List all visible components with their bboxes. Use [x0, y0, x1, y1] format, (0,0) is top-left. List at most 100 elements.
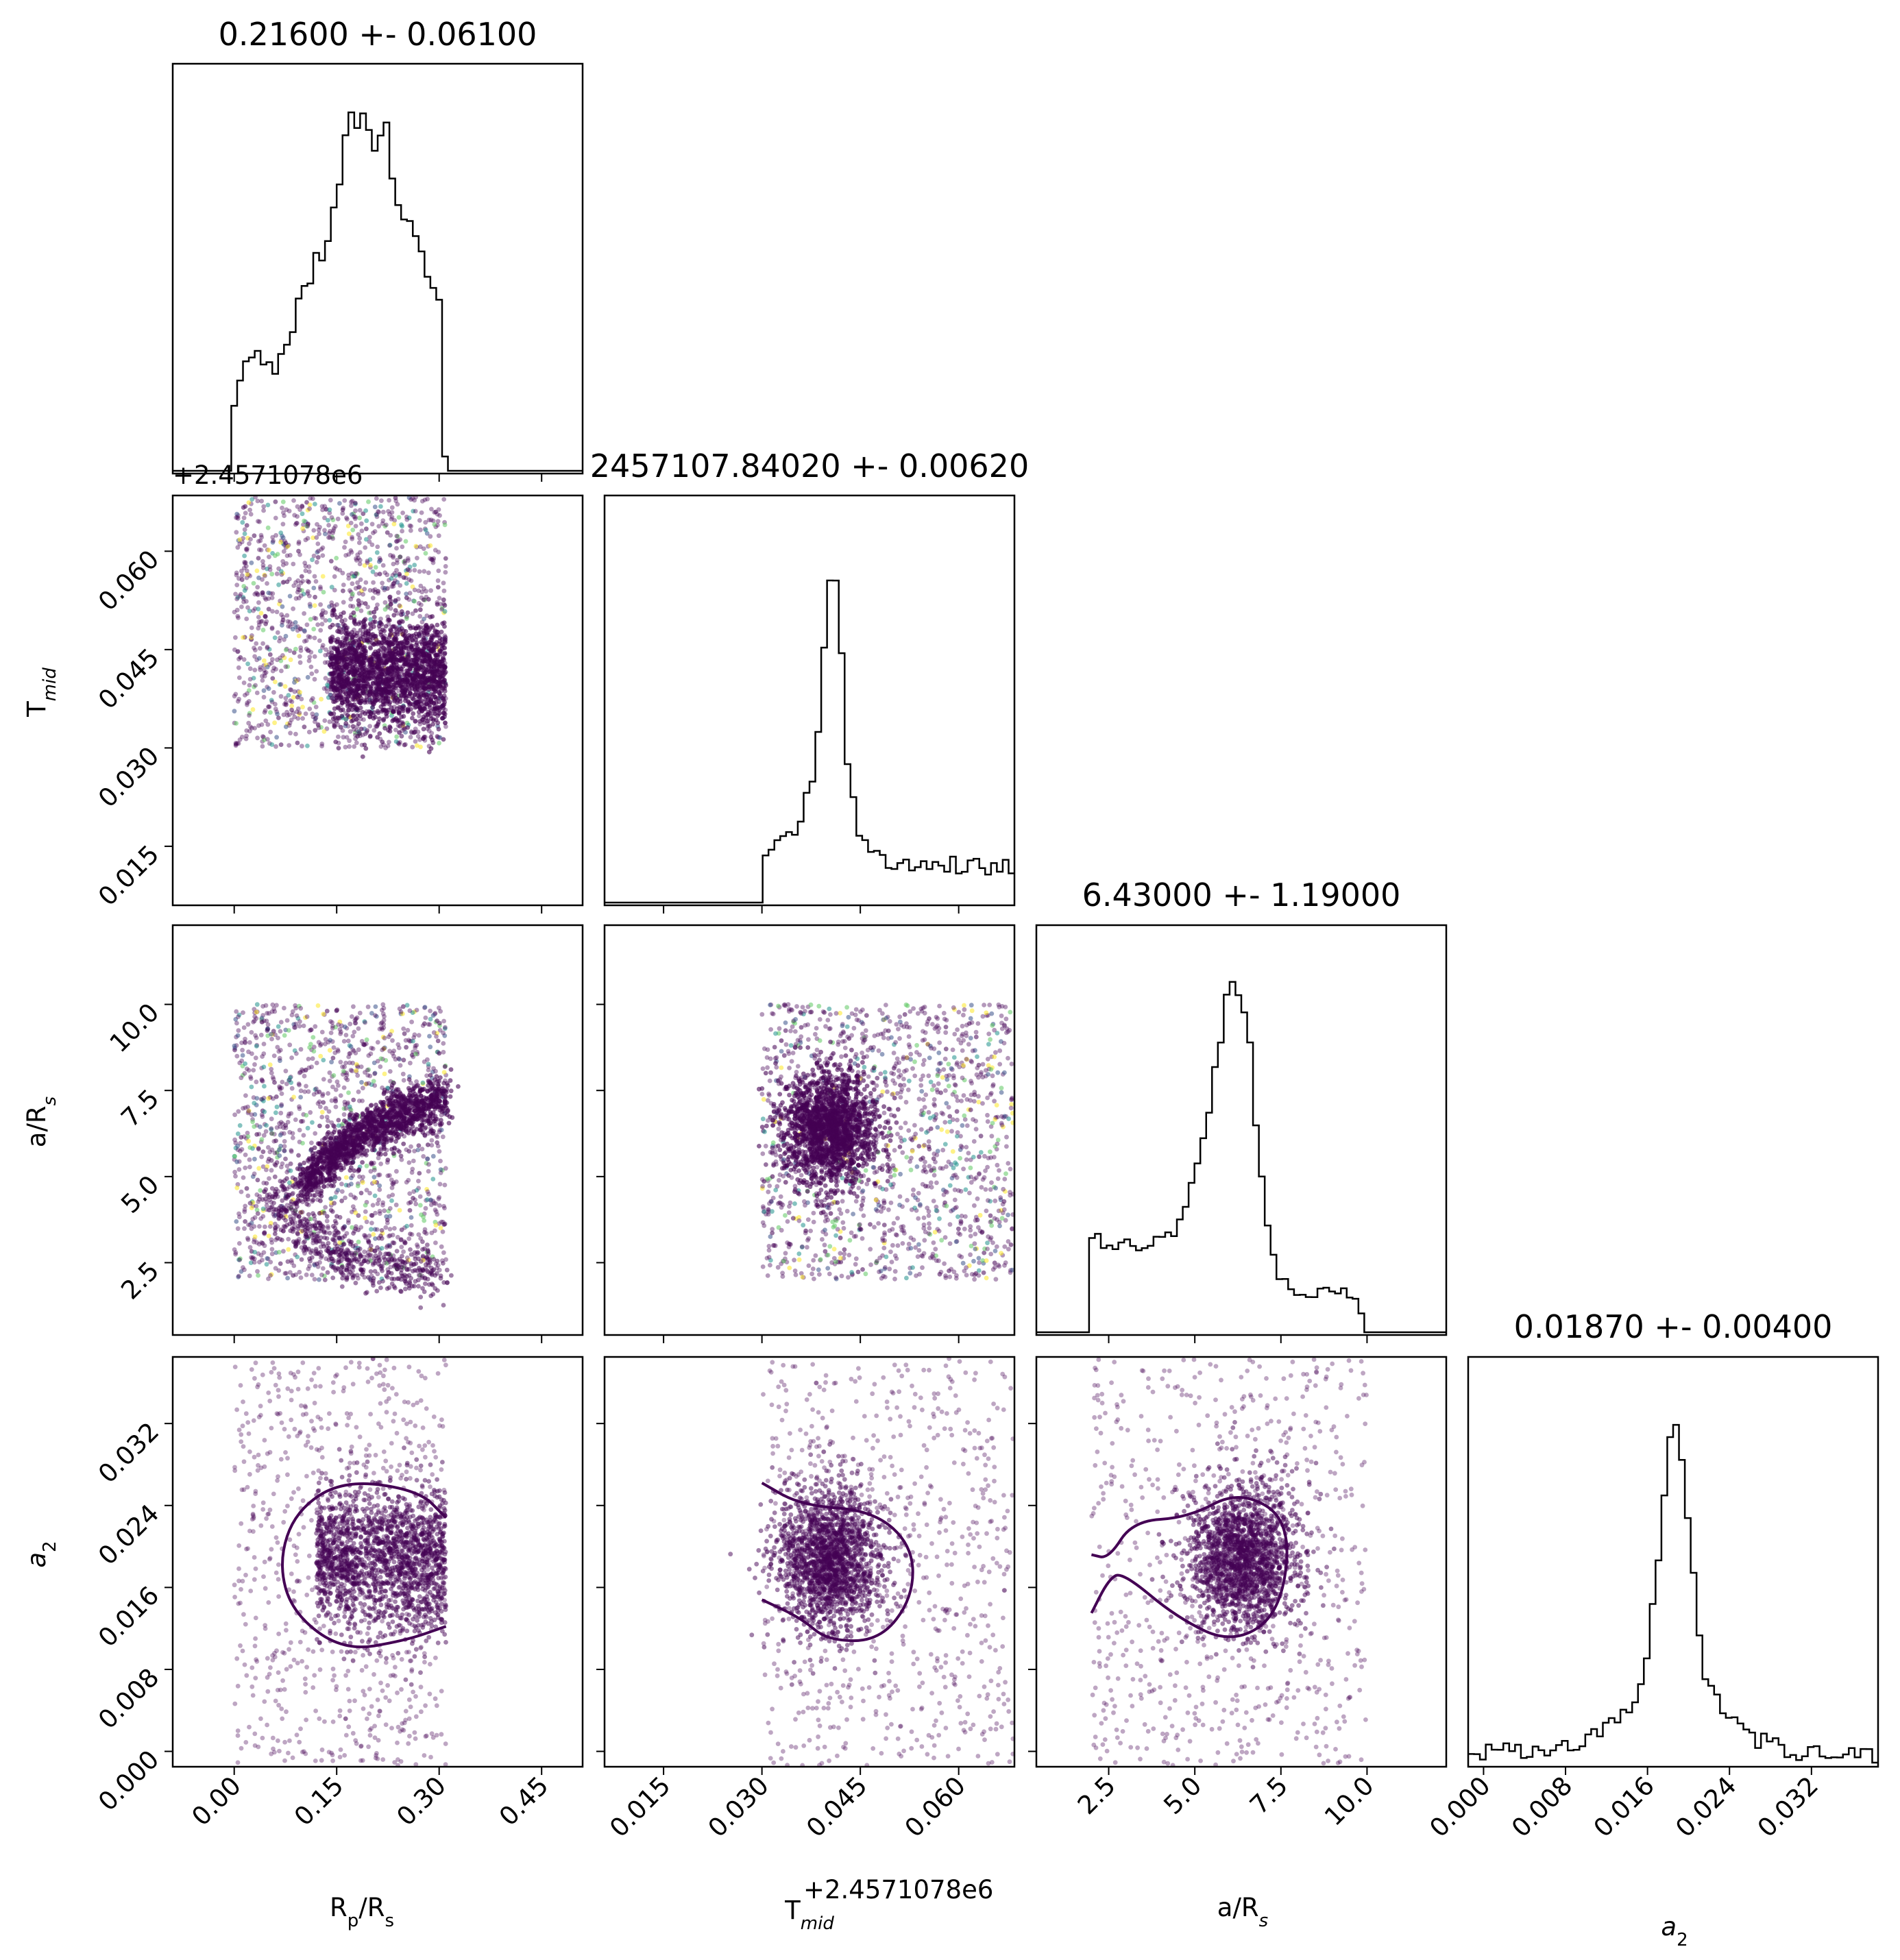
- scatter-point: [243, 563, 249, 569]
- scatter-point: [374, 512, 379, 517]
- scatter-point: [385, 530, 390, 535]
- scatter-point: [320, 1266, 326, 1271]
- scatter-point: [233, 591, 238, 597]
- scatter-point: [370, 569, 376, 574]
- scatter-point: [339, 1189, 345, 1194]
- scatter-point: [242, 1070, 247, 1076]
- scatter-point: [291, 695, 296, 700]
- scatter-point: [442, 1205, 447, 1211]
- scatter-point: [278, 658, 284, 663]
- scatter-point: [417, 713, 422, 719]
- scatter-point: [242, 527, 247, 532]
- scatter-point: [429, 731, 435, 736]
- scatter-point: [246, 1068, 252, 1073]
- scatter-point: [328, 664, 334, 670]
- scatter-point: [387, 543, 393, 548]
- scatter-point: [295, 504, 300, 509]
- scatter-point: [236, 675, 242, 681]
- scatter-point: [263, 621, 268, 626]
- scatter-point: [252, 646, 256, 650]
- scatter-point: [364, 1037, 369, 1042]
- scatter-point: [393, 495, 398, 500]
- scatter-point: [307, 593, 312, 598]
- scatter-point: [363, 711, 367, 716]
- scatter-point: [345, 1038, 351, 1044]
- scatter-point: [425, 1156, 430, 1162]
- scatter-point: [359, 528, 365, 534]
- scatter-point: [259, 1154, 264, 1160]
- scatter-point: [354, 1068, 358, 1073]
- scatter-point: [298, 580, 304, 586]
- scatter-point: [308, 635, 313, 640]
- scatter-point: [408, 1060, 413, 1066]
- scatter-point: [340, 1064, 345, 1069]
- scatter-point: [344, 515, 349, 520]
- scatter-point: [234, 515, 239, 520]
- scatter-point: [252, 1234, 258, 1240]
- scatter-point: [248, 512, 254, 517]
- scatter-point: [278, 635, 283, 641]
- scatter-point: [317, 648, 323, 654]
- scatter-point: [368, 689, 374, 694]
- scatter-point: [339, 700, 345, 706]
- scatter-point: [251, 676, 256, 681]
- scatter-point: [249, 497, 255, 502]
- scatter-point: [256, 656, 262, 661]
- scatter-point: [355, 552, 361, 557]
- scatter-point: [345, 1077, 350, 1083]
- scatter-point: [306, 658, 312, 663]
- scatter-point: [339, 618, 345, 624]
- scatter-point: [265, 566, 269, 572]
- scatter-point: [377, 716, 382, 722]
- scatter-point: [363, 1020, 367, 1025]
- scatter-point: [372, 728, 377, 733]
- scatter-point: [319, 744, 324, 748]
- scatter-point: [314, 559, 319, 565]
- scatter-point: [382, 524, 388, 529]
- scatter-point: [239, 1058, 245, 1064]
- scatter-point: [423, 519, 428, 525]
- scatter-point: [271, 665, 277, 671]
- scatter-point: [270, 591, 276, 596]
- scatter-point: [356, 721, 361, 726]
- scatter-point: [390, 1038, 395, 1043]
- scatter-point: [369, 1103, 374, 1107]
- scatter-point: [438, 1171, 443, 1175]
- scatter-point: [356, 1089, 361, 1094]
- scatter-point: [297, 654, 302, 659]
- scatter-point: [357, 673, 362, 678]
- scatter-point: [378, 504, 383, 509]
- scatter-point: [302, 724, 307, 730]
- scatter-point: [356, 540, 362, 546]
- scatter-point: [258, 1032, 264, 1038]
- scatter-point: [378, 620, 383, 626]
- scatter-point: [256, 539, 261, 544]
- scatter-point: [243, 1152, 248, 1157]
- scatter-point: [413, 654, 417, 659]
- scatter-point: [334, 615, 340, 620]
- scatter-point: [441, 1049, 446, 1055]
- scatter-point: [372, 1083, 378, 1088]
- scatter-point: [401, 628, 406, 633]
- scatter-point: [419, 589, 425, 595]
- scatter-point: [252, 1014, 258, 1019]
- scatter-point: [329, 1098, 334, 1103]
- scatter-point: [247, 728, 252, 734]
- scatter-point: [314, 669, 319, 674]
- scatter-point: [354, 607, 360, 612]
- scatter-point: [262, 710, 267, 715]
- scatter-point: [237, 537, 243, 542]
- scatter-point: [401, 1141, 406, 1147]
- scatter-point: [437, 513, 442, 518]
- scatter-point: [341, 610, 346, 615]
- scatter-point: [343, 636, 348, 641]
- scatter-point: [348, 1044, 354, 1049]
- scatter-point: [313, 705, 319, 709]
- scatter-point: [269, 661, 274, 665]
- scatter-point: [335, 516, 341, 522]
- scatter-point: [342, 498, 348, 503]
- scatter-point: [282, 684, 288, 689]
- scatter-point: [300, 716, 305, 721]
- scatter-point: [428, 556, 433, 561]
